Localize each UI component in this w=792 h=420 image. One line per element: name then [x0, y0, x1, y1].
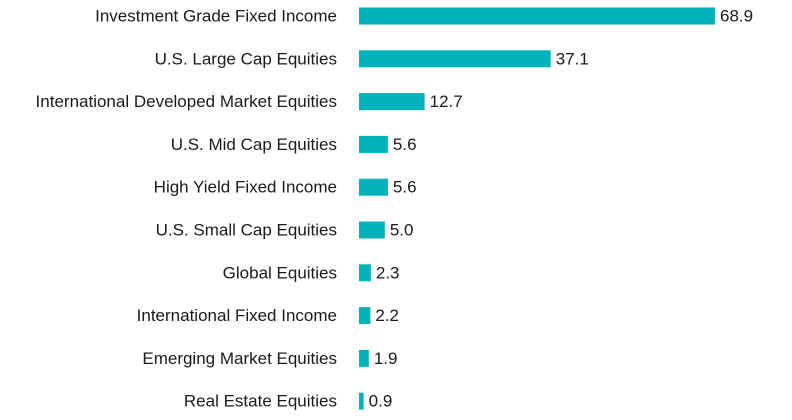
category-label: U.S. Large Cap Equities — [155, 49, 337, 68]
value-label: 2.2 — [375, 306, 399, 325]
value-labels: 68.9 37.1 12.7 5.6 5.6 5.0 2.3 2.2 1.9 0.9 — [369, 7, 753, 411]
value-label: 5.6 — [393, 178, 417, 197]
category-label: Real Estate Equities — [184, 392, 337, 411]
category-labels: Investment Grade Fixed Income U.S. Large … — [36, 7, 337, 411]
category-label: U.S. Small Cap Equities — [156, 221, 337, 240]
category-label: High Yield Fixed Income — [154, 178, 337, 197]
bar — [359, 135, 388, 153]
bar — [359, 50, 551, 68]
value-label: 12.7 — [430, 92, 463, 111]
value-label: 5.0 — [390, 221, 414, 240]
bar — [359, 7, 715, 25]
bar — [359, 93, 425, 111]
bar — [359, 392, 364, 410]
category-label: Investment Grade Fixed Income — [95, 7, 337, 26]
value-label: 5.6 — [393, 135, 417, 154]
value-label: 68.9 — [720, 7, 753, 26]
value-label: 1.9 — [374, 349, 398, 368]
value-label: 0.9 — [369, 392, 393, 411]
category-label: Emerging Market Equities — [142, 349, 337, 368]
bar — [359, 264, 371, 282]
bars — [359, 7, 715, 410]
value-label: 2.3 — [376, 263, 400, 282]
value-label: 37.1 — [556, 49, 589, 68]
category-label: International Developed Market Equities — [36, 92, 337, 111]
bar — [359, 349, 369, 367]
bar — [359, 307, 371, 325]
bar — [359, 178, 388, 196]
bar — [359, 221, 385, 239]
category-label: International Fixed Income — [137, 306, 337, 325]
category-label: U.S. Mid Cap Equities — [171, 135, 337, 154]
category-label: Global Equities — [223, 263, 337, 282]
